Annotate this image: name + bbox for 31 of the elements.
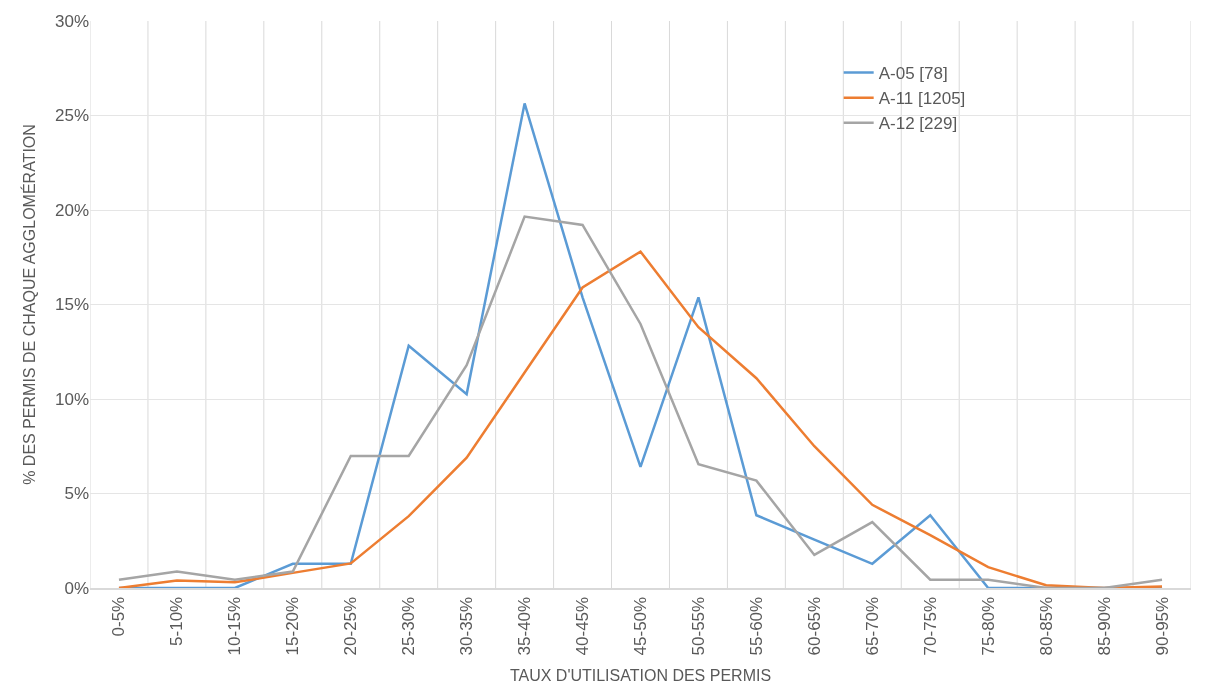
x-tick-label: 65-70% [862, 596, 882, 656]
y-axis-title: % DES PERMIS DE CHAQUE AGGLOMÉRATION [19, 124, 38, 485]
x-tick-label: 90-95% [1152, 596, 1172, 656]
x-axis-title: TAUX D'UTILISATION DES PERMIS [509, 666, 772, 684]
x-tick-label: 25-30% [399, 596, 419, 656]
x-tick-label: 80-85% [1036, 596, 1056, 656]
y-tick-label: 20% [54, 200, 89, 220]
x-tick-label: 45-50% [631, 596, 651, 656]
x-tick-label: 70-75% [920, 596, 940, 656]
x-tick-label: 10-15% [225, 596, 245, 656]
y-tick-label: 25% [54, 106, 89, 126]
x-tick-label: 50-55% [688, 596, 708, 656]
y-tick-label: 15% [54, 295, 89, 315]
x-tick-label: 20-25% [341, 596, 361, 656]
y-tick-label: 0% [64, 578, 89, 598]
x-tick-label: 5-10% [167, 596, 187, 646]
x-tick-label: 40-45% [573, 596, 593, 656]
x-tick-label: 60-65% [804, 596, 824, 656]
x-tick-label: 55-60% [746, 596, 766, 656]
x-tick-label: 75-80% [978, 596, 998, 656]
y-tick-label: 5% [64, 484, 89, 504]
y-tick-label: 10% [54, 389, 89, 409]
x-tick-label: 30-35% [457, 596, 477, 656]
y-tick-label: 30% [54, 11, 89, 31]
x-tick-label: 0-5% [109, 596, 129, 637]
x-tick-label: 35-40% [515, 596, 535, 656]
x-tick-label: 85-90% [1094, 596, 1114, 656]
legend-label: A-12 [229] [878, 114, 958, 134]
legend-label: A-05 [78] [878, 64, 948, 84]
legend-label: A-11 [1205] [878, 89, 966, 109]
x-tick-label: 15-20% [283, 596, 303, 656]
